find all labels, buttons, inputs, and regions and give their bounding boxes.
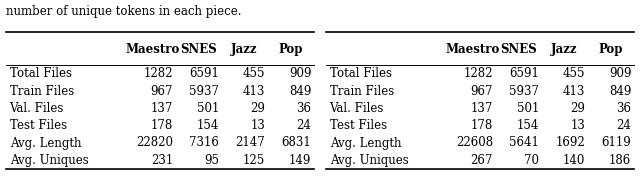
Text: 455: 455 bbox=[243, 67, 265, 80]
Text: 24: 24 bbox=[616, 119, 631, 132]
Text: Test Files: Test Files bbox=[10, 119, 67, 132]
Text: 849: 849 bbox=[609, 85, 631, 98]
Text: 1692: 1692 bbox=[556, 137, 585, 149]
Text: 2147: 2147 bbox=[236, 137, 265, 149]
Text: 231: 231 bbox=[151, 154, 173, 167]
Text: Total Files: Total Files bbox=[330, 67, 392, 80]
Text: 6591: 6591 bbox=[509, 67, 539, 80]
Text: 5937: 5937 bbox=[509, 85, 539, 98]
Text: 967: 967 bbox=[470, 85, 493, 98]
Text: 13: 13 bbox=[570, 119, 585, 132]
Text: 24: 24 bbox=[296, 119, 311, 132]
Text: 7316: 7316 bbox=[189, 137, 219, 149]
Text: Total Files: Total Files bbox=[10, 67, 72, 80]
Text: 455: 455 bbox=[563, 67, 585, 80]
Text: 909: 909 bbox=[289, 67, 311, 80]
Text: 95: 95 bbox=[204, 154, 219, 167]
Text: Jazz: Jazz bbox=[551, 43, 578, 56]
Text: number of unique tokens in each piece.: number of unique tokens in each piece. bbox=[6, 5, 242, 18]
Text: Test Files: Test Files bbox=[330, 119, 387, 132]
Text: 5641: 5641 bbox=[509, 137, 539, 149]
Text: SNES: SNES bbox=[180, 43, 217, 56]
Text: 137: 137 bbox=[470, 102, 493, 115]
Text: 13: 13 bbox=[250, 119, 265, 132]
Text: Jazz: Jazz bbox=[231, 43, 258, 56]
Text: Avg. Length: Avg. Length bbox=[10, 137, 81, 149]
Text: 6119: 6119 bbox=[602, 137, 631, 149]
Text: 1282: 1282 bbox=[143, 67, 173, 80]
Text: 6591: 6591 bbox=[189, 67, 219, 80]
Text: SNES: SNES bbox=[500, 43, 537, 56]
Text: Avg. Uniques: Avg. Uniques bbox=[330, 154, 408, 167]
Text: 178: 178 bbox=[151, 119, 173, 132]
Text: 5937: 5937 bbox=[189, 85, 219, 98]
Text: 22608: 22608 bbox=[456, 137, 493, 149]
Text: 29: 29 bbox=[570, 102, 585, 115]
Text: 267: 267 bbox=[470, 154, 493, 167]
Text: 149: 149 bbox=[289, 154, 311, 167]
Text: Val. Files: Val. Files bbox=[330, 102, 384, 115]
Text: 849: 849 bbox=[289, 85, 311, 98]
Text: Avg. Uniques: Avg. Uniques bbox=[10, 154, 88, 167]
Text: 154: 154 bbox=[196, 119, 219, 132]
Text: 413: 413 bbox=[563, 85, 585, 98]
Text: Train Files: Train Files bbox=[330, 85, 394, 98]
Text: 967: 967 bbox=[150, 85, 173, 98]
Text: 137: 137 bbox=[150, 102, 173, 115]
Text: 501: 501 bbox=[196, 102, 219, 115]
Text: 22820: 22820 bbox=[136, 137, 173, 149]
Text: 70: 70 bbox=[524, 154, 539, 167]
Text: Val. Files: Val. Files bbox=[10, 102, 64, 115]
Text: 186: 186 bbox=[609, 154, 631, 167]
Text: 6831: 6831 bbox=[282, 137, 311, 149]
Text: 909: 909 bbox=[609, 67, 631, 80]
Text: Train Files: Train Files bbox=[10, 85, 74, 98]
Text: 154: 154 bbox=[516, 119, 539, 132]
Text: 36: 36 bbox=[296, 102, 311, 115]
Text: 125: 125 bbox=[243, 154, 265, 167]
Text: 501: 501 bbox=[516, 102, 539, 115]
Text: 36: 36 bbox=[616, 102, 631, 115]
Text: Avg. Length: Avg. Length bbox=[330, 137, 401, 149]
Text: Pop: Pop bbox=[278, 43, 303, 56]
Text: 29: 29 bbox=[250, 102, 265, 115]
Text: Pop: Pop bbox=[598, 43, 623, 56]
Text: 413: 413 bbox=[243, 85, 265, 98]
Text: Maestro: Maestro bbox=[125, 43, 179, 56]
Text: 178: 178 bbox=[471, 119, 493, 132]
Text: 140: 140 bbox=[563, 154, 585, 167]
Text: Maestro: Maestro bbox=[445, 43, 499, 56]
Text: 1282: 1282 bbox=[463, 67, 493, 80]
